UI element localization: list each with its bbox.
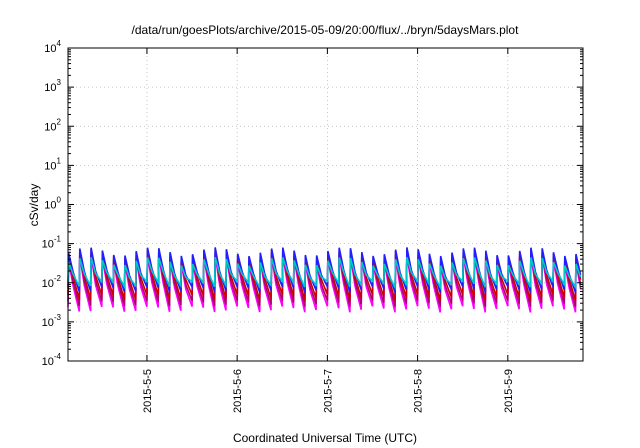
- x-axis-label: Coordinated Universal Time (UTC): [233, 431, 417, 445]
- y-tick-label: 101: [44, 156, 61, 172]
- x-tick-label: 2015-5-9: [503, 369, 515, 413]
- x-tick-label: 2015-5-5: [142, 369, 154, 413]
- y-tick-label: 10-3: [42, 313, 62, 329]
- y-tick-label: 103: [44, 78, 61, 94]
- series-layer: [67, 247, 582, 313]
- x-axis-ticks: 2015-5-5 2015-5-6 2015-5-7 2015-5-8 2015-5-9: [142, 48, 515, 413]
- flux-series-line: [67, 256, 582, 291]
- y-tick-label: 100: [44, 196, 61, 212]
- x-tick-label: 2015-5-8: [413, 369, 425, 413]
- y-tick-label: 10-2: [42, 274, 62, 290]
- grid-lines: [68, 48, 583, 361]
- y-tick-label: 10-4: [42, 352, 62, 368]
- y-axis-ticks: 10-4 10-3 10-2 10-1 100 101 102 103 104: [42, 39, 583, 368]
- y-tick-label: 10-1: [42, 235, 62, 251]
- x-tick-label: 2015-5-7: [322, 369, 334, 413]
- y-tick-label: 102: [44, 117, 61, 133]
- y-tick-label: 104: [44, 39, 61, 55]
- x-tick-label: 2015-5-6: [232, 369, 244, 413]
- y-axis-label: cSv/day: [27, 184, 41, 227]
- chart-title: /data/run/goesPlots/archive/2015-05-09/2…: [132, 23, 520, 37]
- plot-frame: [67, 47, 584, 362]
